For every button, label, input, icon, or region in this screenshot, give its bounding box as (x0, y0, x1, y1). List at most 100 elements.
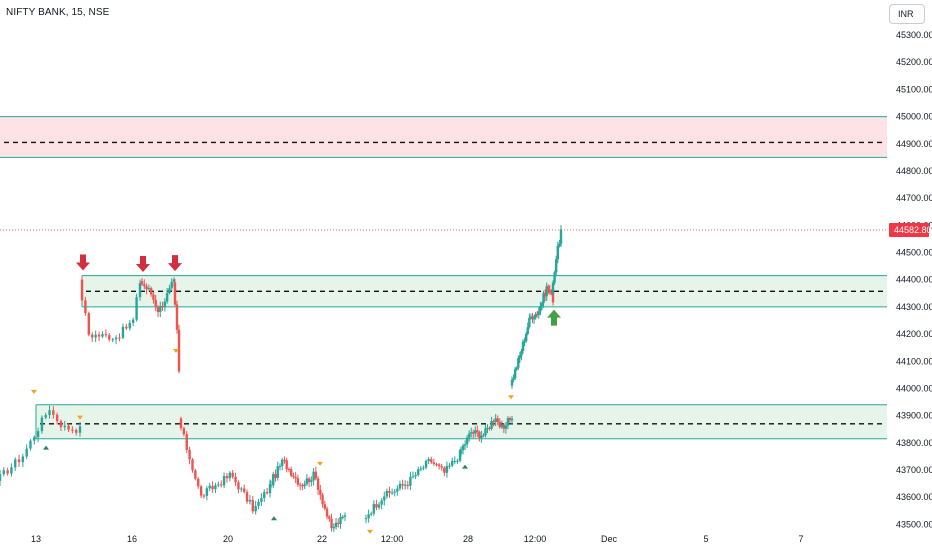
candle-body (372, 504, 376, 514)
candle-body (521, 341, 525, 351)
candle-body (528, 317, 531, 328)
y-tick-label: 43900.00 (896, 411, 932, 421)
x-tick-label: 5 (703, 534, 708, 544)
candle-body (443, 467, 446, 473)
candle-body (222, 476, 226, 486)
candle-body (14, 459, 17, 468)
candle-body (175, 304, 179, 330)
x-tick-label: 7 (798, 534, 803, 544)
candle-body (486, 427, 489, 429)
candle-body (140, 281, 144, 285)
candle-body (465, 437, 469, 445)
candle-body (330, 518, 333, 529)
candle-body (48, 410, 51, 416)
candle-body (10, 467, 13, 474)
candle-body (513, 369, 517, 379)
candle-body (287, 468, 291, 470)
candle-body (545, 286, 548, 297)
candle-body (240, 488, 243, 490)
candle-body (219, 484, 223, 486)
candle-body (245, 492, 249, 502)
candle-body (445, 465, 449, 473)
candle-body (448, 465, 451, 467)
candle-body (274, 474, 277, 478)
candle-body (17, 459, 21, 463)
candle-body (80, 279, 84, 301)
buy-marker-icon (462, 464, 468, 469)
candle-body (496, 418, 499, 422)
candle-body (450, 461, 454, 466)
candle-body (543, 293, 547, 297)
candle-body (504, 425, 508, 429)
candle-body (310, 480, 313, 483)
x-tick-label: 12:00 (381, 534, 404, 544)
candle-body (298, 484, 302, 486)
y-tick-label: 45100.00 (896, 84, 932, 94)
candle-body (323, 504, 327, 509)
candle-body (248, 499, 252, 502)
candle-body (312, 471, 315, 481)
candle-body (555, 259, 558, 273)
candle-body (217, 484, 220, 486)
candle-body (21, 456, 25, 463)
candle-body (476, 430, 479, 432)
candle-body (339, 517, 342, 524)
currency-button[interactable]: INR (889, 4, 925, 24)
y-tick-label: 43500.00 (896, 519, 932, 529)
warning-marker-icon (173, 349, 179, 354)
candle-body (172, 279, 176, 282)
candle-body (334, 522, 338, 528)
candle-body (520, 350, 523, 356)
y-tick-label: 44000.00 (896, 383, 932, 393)
candle-body (390, 492, 394, 494)
candle-body (211, 485, 214, 490)
candle-body (145, 286, 148, 290)
current-price-label: 44582.80 (894, 225, 932, 235)
candle-body (251, 499, 254, 512)
candle-body (526, 327, 529, 334)
candle-body (490, 421, 493, 429)
candle-body (559, 229, 563, 244)
candle-body (314, 471, 318, 479)
candle-body (101, 334, 104, 337)
candle-body (542, 293, 545, 304)
candle-body (470, 432, 473, 434)
candle-body (500, 424, 503, 428)
candle-body (283, 459, 286, 461)
candle-body (276, 466, 279, 478)
candle-body (114, 337, 118, 340)
candle-body (87, 313, 91, 335)
candle-body (480, 435, 483, 438)
candle-body (417, 469, 420, 475)
price-axis: 45300.00 45200.00 45100.00 45000.00 44900.00… (889, 30, 932, 529)
candle-body (515, 367, 518, 370)
candle-body (482, 435, 485, 437)
candle-body (231, 472, 234, 477)
candle-body (272, 474, 275, 486)
candle-body (523, 341, 526, 343)
sell-arrow-icon (136, 256, 150, 273)
candle-body (185, 434, 188, 450)
candle-body (67, 425, 70, 430)
candle-body (281, 459, 284, 466)
y-tick-label: 44100.00 (896, 356, 932, 366)
candle-body (199, 486, 203, 496)
candle-body (430, 459, 433, 463)
candle-body (510, 379, 514, 386)
candle-body (532, 317, 536, 320)
candle-body (321, 494, 324, 505)
candle-body (278, 465, 282, 467)
candle-body (159, 306, 162, 313)
x-tick-label: Dec (601, 534, 618, 544)
candle-body (380, 500, 383, 505)
candle-body (78, 426, 82, 433)
y-tick-label: 44300.00 (896, 302, 932, 312)
candle-body (254, 505, 257, 512)
current-price-badge (889, 223, 929, 238)
candle-body (492, 421, 495, 423)
candle-body (55, 414, 59, 422)
time-axis: 13 16 20 22 12:00 28 12:00 Dec 5 7 (31, 534, 804, 544)
candle-body (364, 518, 368, 520)
x-tick-label: 20 (223, 534, 233, 544)
